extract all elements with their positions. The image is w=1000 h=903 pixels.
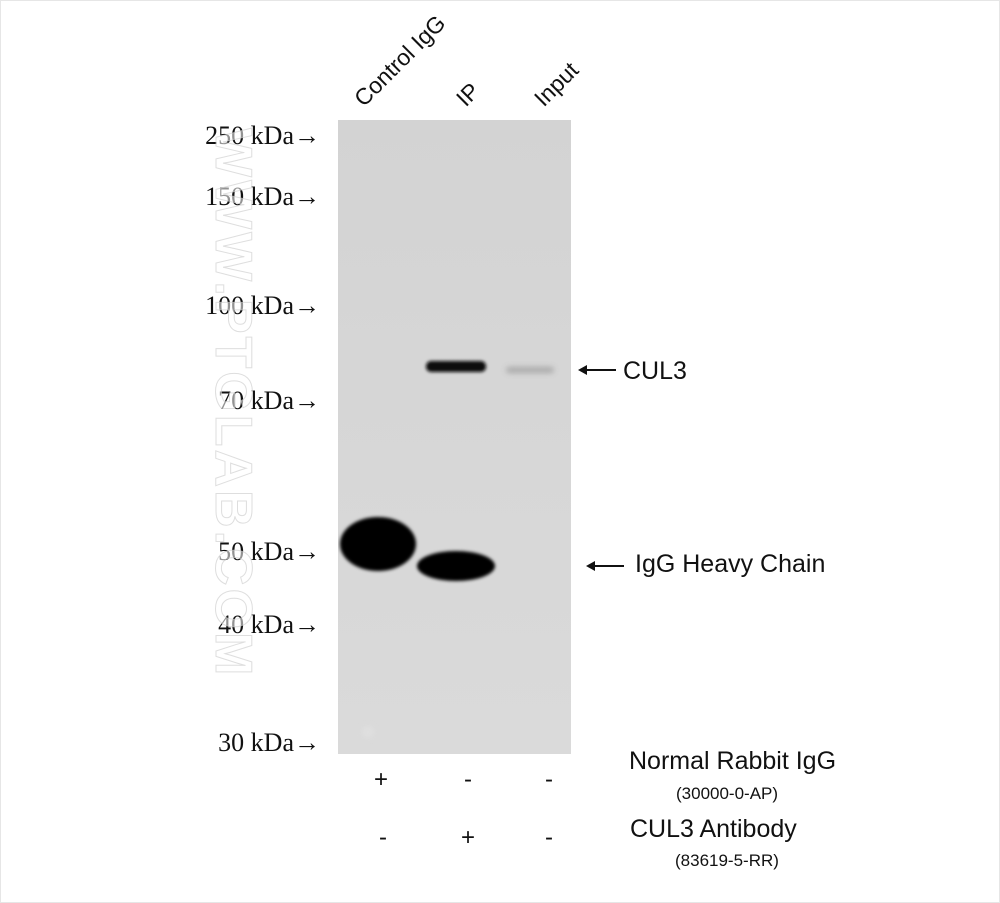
sign-antibody-control: - bbox=[379, 824, 387, 851]
catalog-cul3-antibody: (83619-5-RR) bbox=[675, 851, 779, 870]
label-heavy-chain: IgG Heavy Chain bbox=[635, 550, 826, 578]
marker-30: 30 kDa→ bbox=[218, 728, 320, 757]
blot-bands bbox=[340, 361, 554, 738]
sign-igg-input: - bbox=[545, 766, 553, 793]
reagent-normal-rabbit-igg: Normal Rabbit IgG bbox=[629, 747, 837, 775]
sign-antibody-ip: + bbox=[460, 824, 475, 851]
band-heavy-chain-ip bbox=[417, 551, 495, 581]
marker-250: 250 kDa→ bbox=[205, 121, 320, 150]
catalog-normal-rabbit-igg: (30000-0-AP) bbox=[676, 784, 779, 803]
membrane-speck bbox=[362, 726, 374, 738]
marker-100: 100 kDa→ bbox=[205, 291, 320, 320]
marker-70: 70 kDa→ bbox=[218, 386, 320, 415]
sign-igg-control: + bbox=[373, 766, 388, 793]
marker-150: 150 kDa→ bbox=[205, 182, 320, 211]
band-cul3-input bbox=[506, 367, 554, 373]
reagent-cul3-antibody: CUL3 Antibody bbox=[630, 815, 797, 843]
watermark: WWW.PTGLAB.COM bbox=[204, 128, 264, 679]
band-heavy-chain-control bbox=[340, 517, 416, 571]
sign-antibody-input: - bbox=[545, 824, 553, 851]
arrow-cul3 bbox=[578, 365, 616, 375]
band-cul3-ip bbox=[426, 361, 486, 372]
label-cul3: CUL3 bbox=[623, 357, 687, 385]
arrow-heavy-chain bbox=[586, 561, 624, 571]
watermark-text: WWW.PTGLAB.COM bbox=[204, 128, 263, 679]
marker-50: 50 kDa→ bbox=[218, 537, 320, 566]
marker-40: 40 kDa→ bbox=[218, 610, 320, 639]
blot-membrane bbox=[338, 120, 571, 754]
sign-igg-ip: - bbox=[464, 766, 472, 793]
